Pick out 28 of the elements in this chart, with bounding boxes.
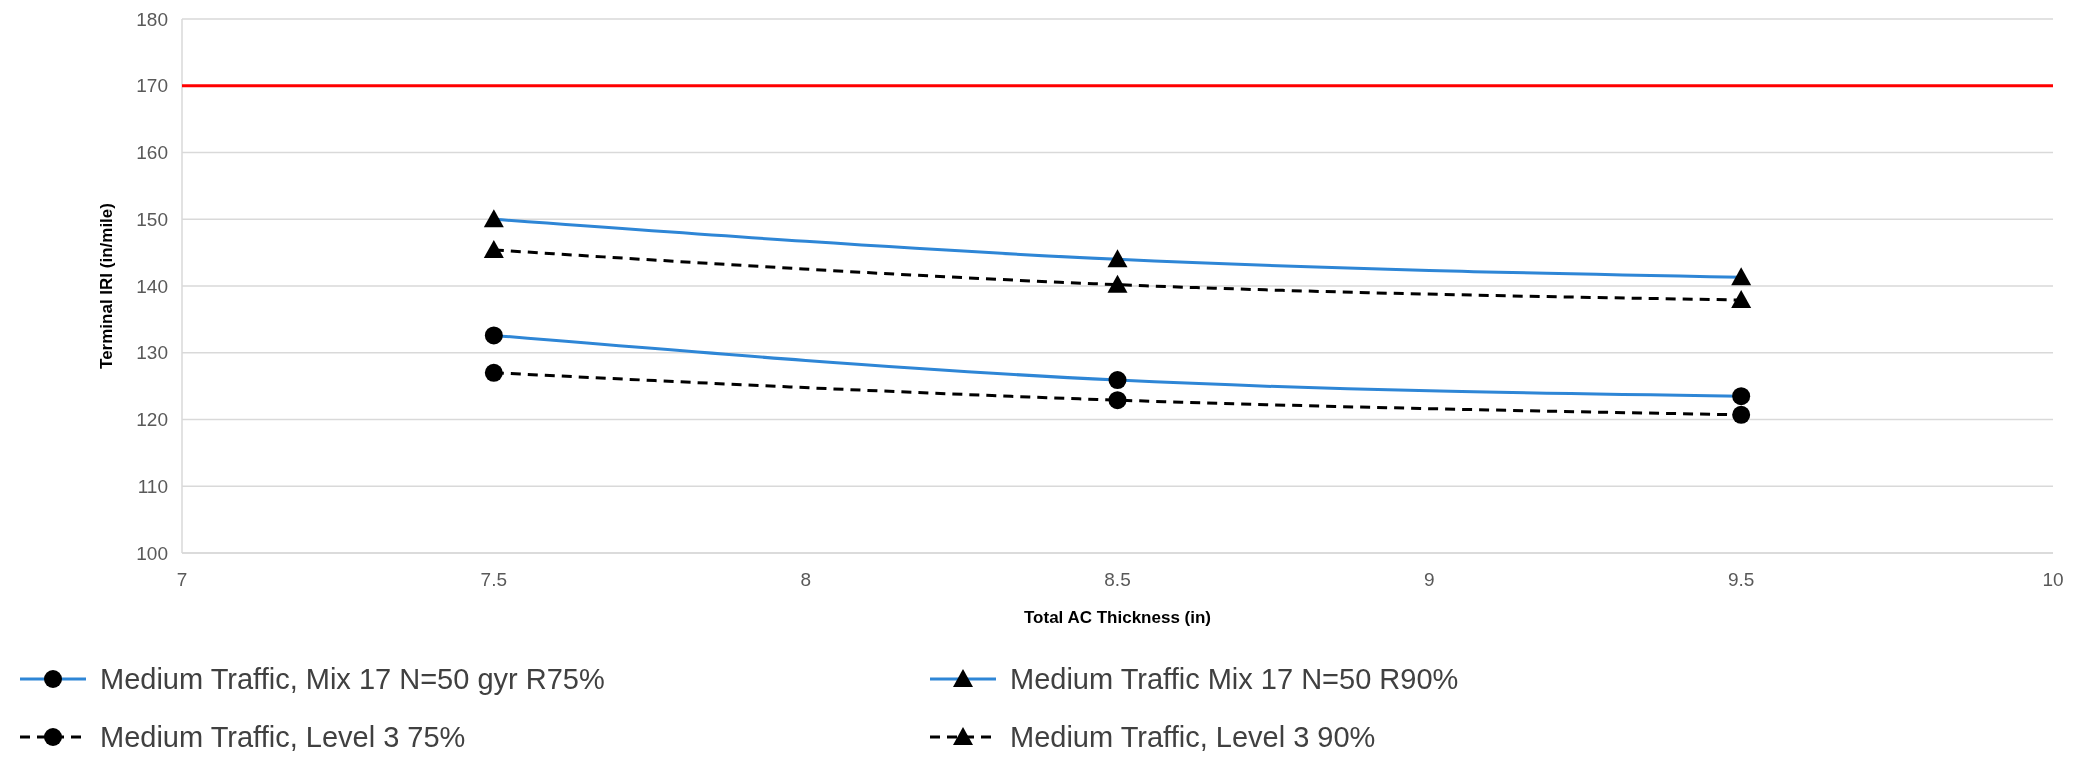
legend-label: Medium Traffic Mix 17 N=50 R90% — [1010, 663, 1459, 696]
y-tick-label: 110 — [137, 475, 168, 497]
y-tick-label: 180 — [136, 8, 168, 30]
point — [1107, 274, 1128, 293]
point — [1732, 405, 1751, 424]
point — [1108, 391, 1127, 410]
x-axis-title: Total AC Thickness (in) — [1023, 608, 1212, 627]
y-tick-label: 150 — [136, 208, 168, 230]
x-tick-label: 10 — [2042, 569, 2064, 590]
y-tick-label: 120 — [136, 409, 168, 431]
x-tick-label: 8 — [800, 569, 811, 590]
point — [483, 239, 504, 258]
legend-label: Medium Traffic, Mix 17 N=50 gyr R75% — [100, 663, 605, 696]
x-tick-label: 9 — [1424, 569, 1435, 590]
y-axis-title: Terminal IRI (in/mile) — [97, 203, 116, 369]
x-tick-label: 7 — [176, 569, 188, 590]
x-tick-label: 7.5 — [480, 569, 508, 590]
legend-label: Medium Traffic, Level 3 90% — [1010, 721, 1376, 754]
y-tick-label: 140 — [136, 275, 168, 297]
x-tick-label: 8.5 — [1104, 569, 1131, 590]
y-tick-label: 130 — [136, 342, 168, 364]
y-tick-label: 170 — [136, 75, 168, 97]
point — [1731, 290, 1752, 309]
y-tick-label: 100 — [136, 542, 168, 564]
point — [484, 363, 503, 382]
y-tick-label: 160 — [136, 142, 168, 164]
x-tick-label: 9.5 — [1727, 569, 1755, 590]
legend-label: Medium Traffic, Level 3 75% — [100, 721, 466, 754]
